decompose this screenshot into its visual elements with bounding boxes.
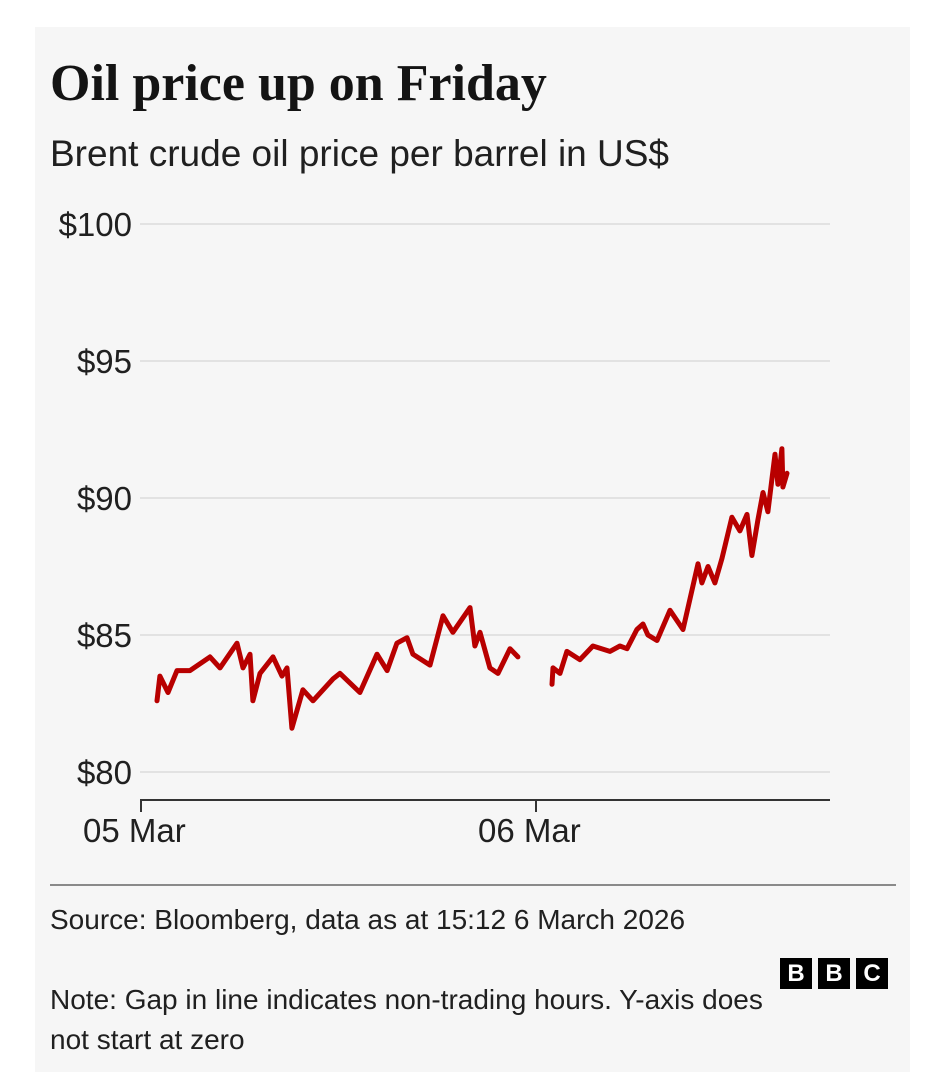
y-tick-label: $85 [77, 617, 132, 654]
y-tick-label: $95 [77, 343, 132, 380]
price-line [154, 605, 521, 731]
chart-title: Oil price up on Friday [50, 55, 547, 112]
x-tick-label: 06 Mar [478, 812, 581, 849]
x-tick-label: 05 Mar [83, 812, 186, 849]
bbc-logo-letter: C [856, 958, 888, 989]
y-tick-label: $100 [59, 206, 132, 243]
bbc-logo-letter: B [818, 958, 850, 989]
bbc-logo: B B C [780, 958, 888, 989]
line-chart: $80 $85 $90 $95 $100 05 Mar 06 Mar [59, 206, 830, 849]
note-text: Note: Gap in line indicates non-trading … [50, 984, 763, 1055]
chart-subtitle: Brent crude oil price per barrel in US$ [50, 133, 670, 174]
source-text: Source: Bloomberg, data as at 15:12 6 Ma… [50, 904, 686, 935]
y-tick-label: $90 [77, 480, 132, 517]
footer-divider [50, 884, 896, 886]
chart-card [35, 27, 910, 1072]
bbc-logo-letter: B [780, 958, 812, 989]
y-tick-label: $80 [77, 754, 132, 791]
price-line [549, 446, 790, 687]
